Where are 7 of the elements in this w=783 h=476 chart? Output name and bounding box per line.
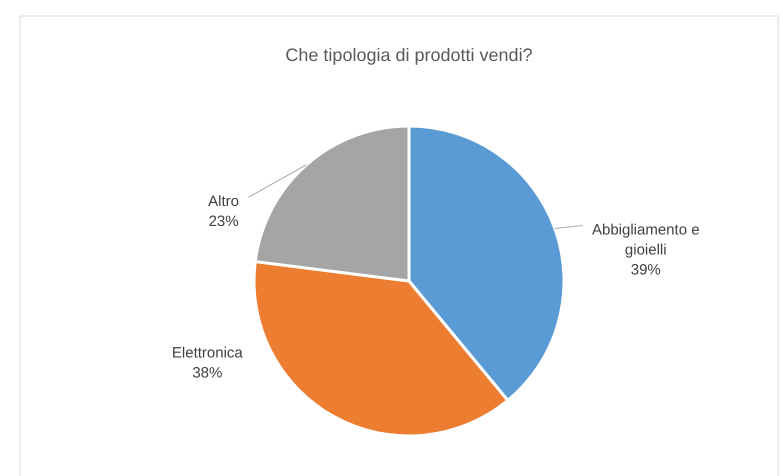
slice-label: Abbigliamento e gioielli	[592, 221, 700, 258]
slice-label: Elettronica	[172, 344, 244, 362]
chart-title: Che tipologia di prodotti vendi?	[285, 45, 533, 65]
data-label: 38%	[192, 364, 222, 382]
data-label: 39%	[630, 261, 661, 278]
slice-label: Altro	[208, 193, 240, 210]
data-label: 23%	[208, 213, 239, 230]
